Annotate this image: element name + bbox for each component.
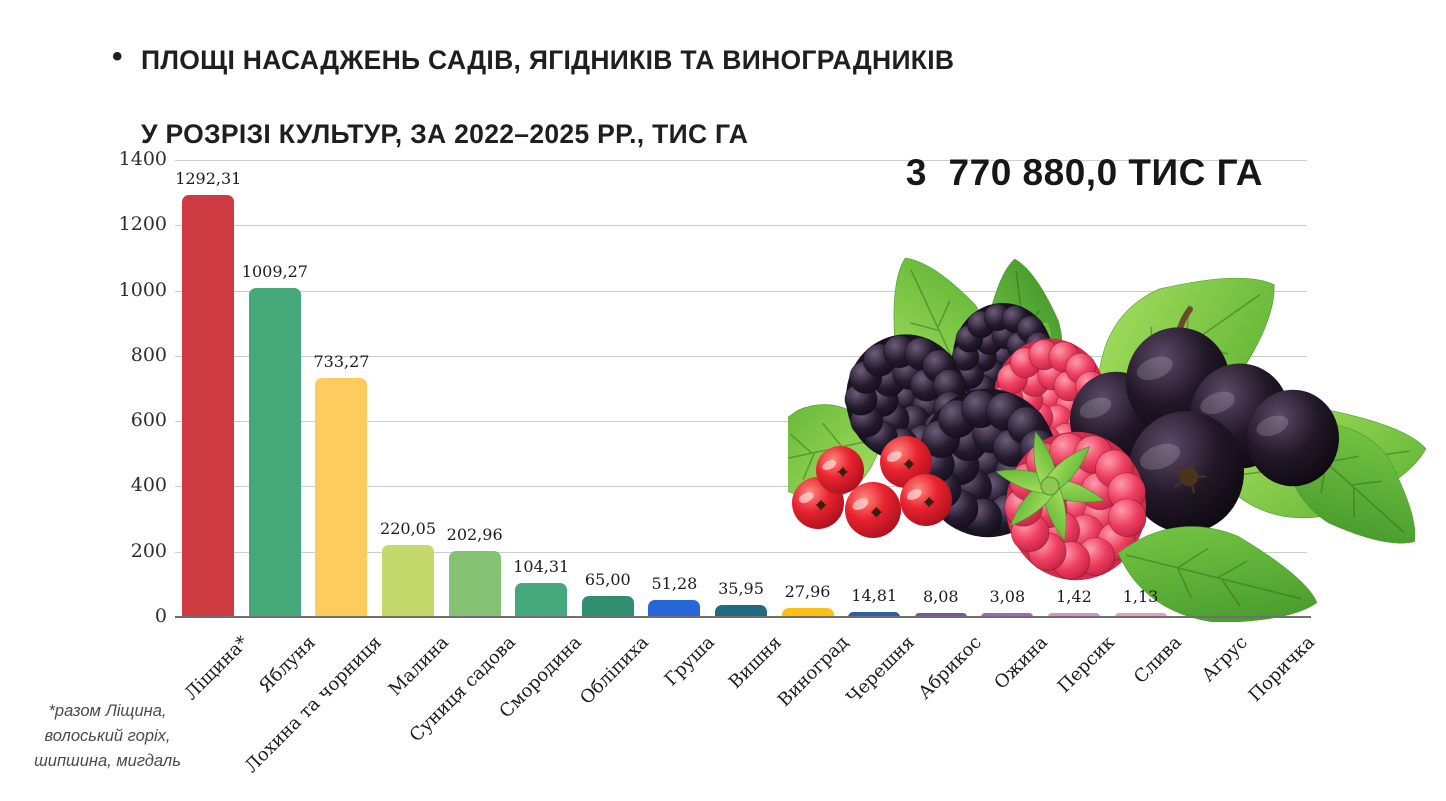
total-area-value: 3 770 880,0 ТИС ГА [905,152,1263,193]
bar-value-label: 14,81 [851,586,898,606]
gridline [175,421,1307,423]
bar-value-label: 1009,27 [241,261,308,281]
bar [1047,613,1100,617]
footnote-line3: шипшина, мигдаль [34,752,181,770]
bar [315,377,368,617]
bar [515,582,568,617]
gridline [175,160,1307,161]
y-axis-tick-label: 0 [154,605,167,627]
bar [715,605,767,617]
bar [848,612,901,617]
bar-value-label: 220,05 [380,519,437,539]
bar [248,287,301,617]
bar-value-label: 733,27 [313,351,370,371]
gridline [175,486,1307,488]
y-axis-tick-label: 400 [130,474,167,497]
bar-value-label: 51,28 [651,574,698,594]
bar [914,613,967,617]
page-title-line1: ПЛОЩІ НАСАДЖЕНЬ САДІВ, ЯГІДНИКІВ ТА ВИНО… [141,45,955,75]
x-axis-line [175,616,1311,618]
bar [581,595,634,617]
bar-value-label: 27,96 [784,581,831,601]
page-title-line2: У РОЗРІЗІ КУЛЬТУР, ЗА 2022–2025 РР., ТИС… [141,119,749,149]
berries-image [788,257,1427,622]
footnote-line1: *разом Ліщина, [48,702,167,720]
page-title: ПЛОЩІ НАСАДЖЕНЬ САДІВ, ЯГІДНИКІВ ТА ВИНО… [141,42,954,153]
bar [448,550,501,617]
bar-value-label: 1,13 [1122,587,1159,606]
footnote: *разом Ліщина, волоський горіх, шипшина,… [20,699,195,774]
bar [182,195,235,617]
bar-value-label: 1292,31 [175,169,242,189]
y-axis-tick-label: 1400 [118,148,167,170]
gridline [175,355,1307,357]
gridline [175,290,1307,292]
bar-value-label: 65,00 [584,569,631,589]
title-bullet-icon: • [112,40,123,73]
y-axis-tick-label: 1200 [118,213,167,236]
bar [382,545,435,617]
y-axis-tick-label: 800 [130,343,167,366]
bar [781,607,834,617]
bar-value-label: 8,08 [922,587,959,606]
y-axis-tick-label: 200 [130,539,167,562]
y-axis-tick-label: 600 [130,409,167,432]
bar-value-label: 104,31 [513,556,570,576]
footnote-line2: волоський горіх, [44,727,171,745]
y-axis-tick-label: 1000 [118,278,167,301]
bar-value-label: 1,42 [1056,587,1092,606]
bar-value-label: 202,96 [446,524,503,544]
bar-value-label: 35,95 [718,579,764,599]
bar-value-label: 3,08 [989,587,1026,606]
gridline [175,225,1307,227]
bar [981,613,1034,617]
bar [648,600,701,617]
gridline [175,551,1307,553]
